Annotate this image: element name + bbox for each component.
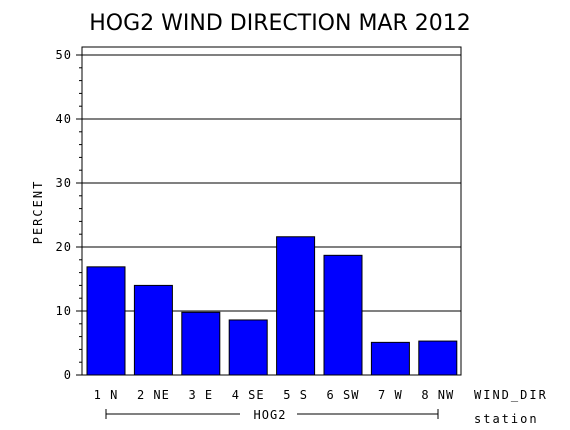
bars — [86, 236, 458, 376]
y-tick-label: 10 — [56, 304, 72, 318]
x-tick-label: 2 NE — [137, 388, 170, 402]
bar — [181, 311, 221, 376]
bar — [133, 284, 173, 376]
bar — [228, 319, 268, 376]
group-label: HOG2 — [254, 408, 287, 422]
x-tick-label: 1 N — [94, 388, 119, 402]
bar — [276, 236, 316, 376]
y-axis-label: PERCENT — [31, 180, 45, 245]
gridlines — [76, 54, 461, 376]
bar — [370, 341, 410, 376]
group-axis-label: station — [474, 412, 539, 426]
x-tick-label: 5 S — [283, 388, 308, 402]
bar — [86, 266, 126, 376]
y-tick-labels: 0 10 20 30 40 50 — [56, 48, 72, 382]
chart-title: HOG2 WIND DIRECTION MAR 2012 — [89, 11, 471, 36]
bar — [323, 254, 363, 376]
y-tick-label: 30 — [56, 176, 72, 190]
x-tick-label: 4 SE — [232, 388, 265, 402]
y-tick-label: 20 — [56, 240, 72, 254]
plot-frame — [81, 46, 462, 376]
y-tick-label: 40 — [56, 112, 72, 126]
y-tick-label: 0 — [64, 368, 72, 382]
x-tick-labels: 1 N 2 NE 3 E 4 SE 5 S 6 SW 7 W 8 NW — [94, 388, 454, 402]
y-tick-label: 50 — [56, 48, 72, 62]
group-bracket: HOG2 — [105, 408, 439, 422]
x-tick-label: 7 W — [378, 388, 403, 402]
x-tick-label: 6 SW — [327, 388, 360, 402]
x-axis-label: WIND_DIR — [474, 388, 548, 402]
x-tick-label: 8 NW — [421, 388, 454, 402]
bar — [418, 340, 458, 376]
x-tick-label: 3 E — [188, 388, 213, 402]
